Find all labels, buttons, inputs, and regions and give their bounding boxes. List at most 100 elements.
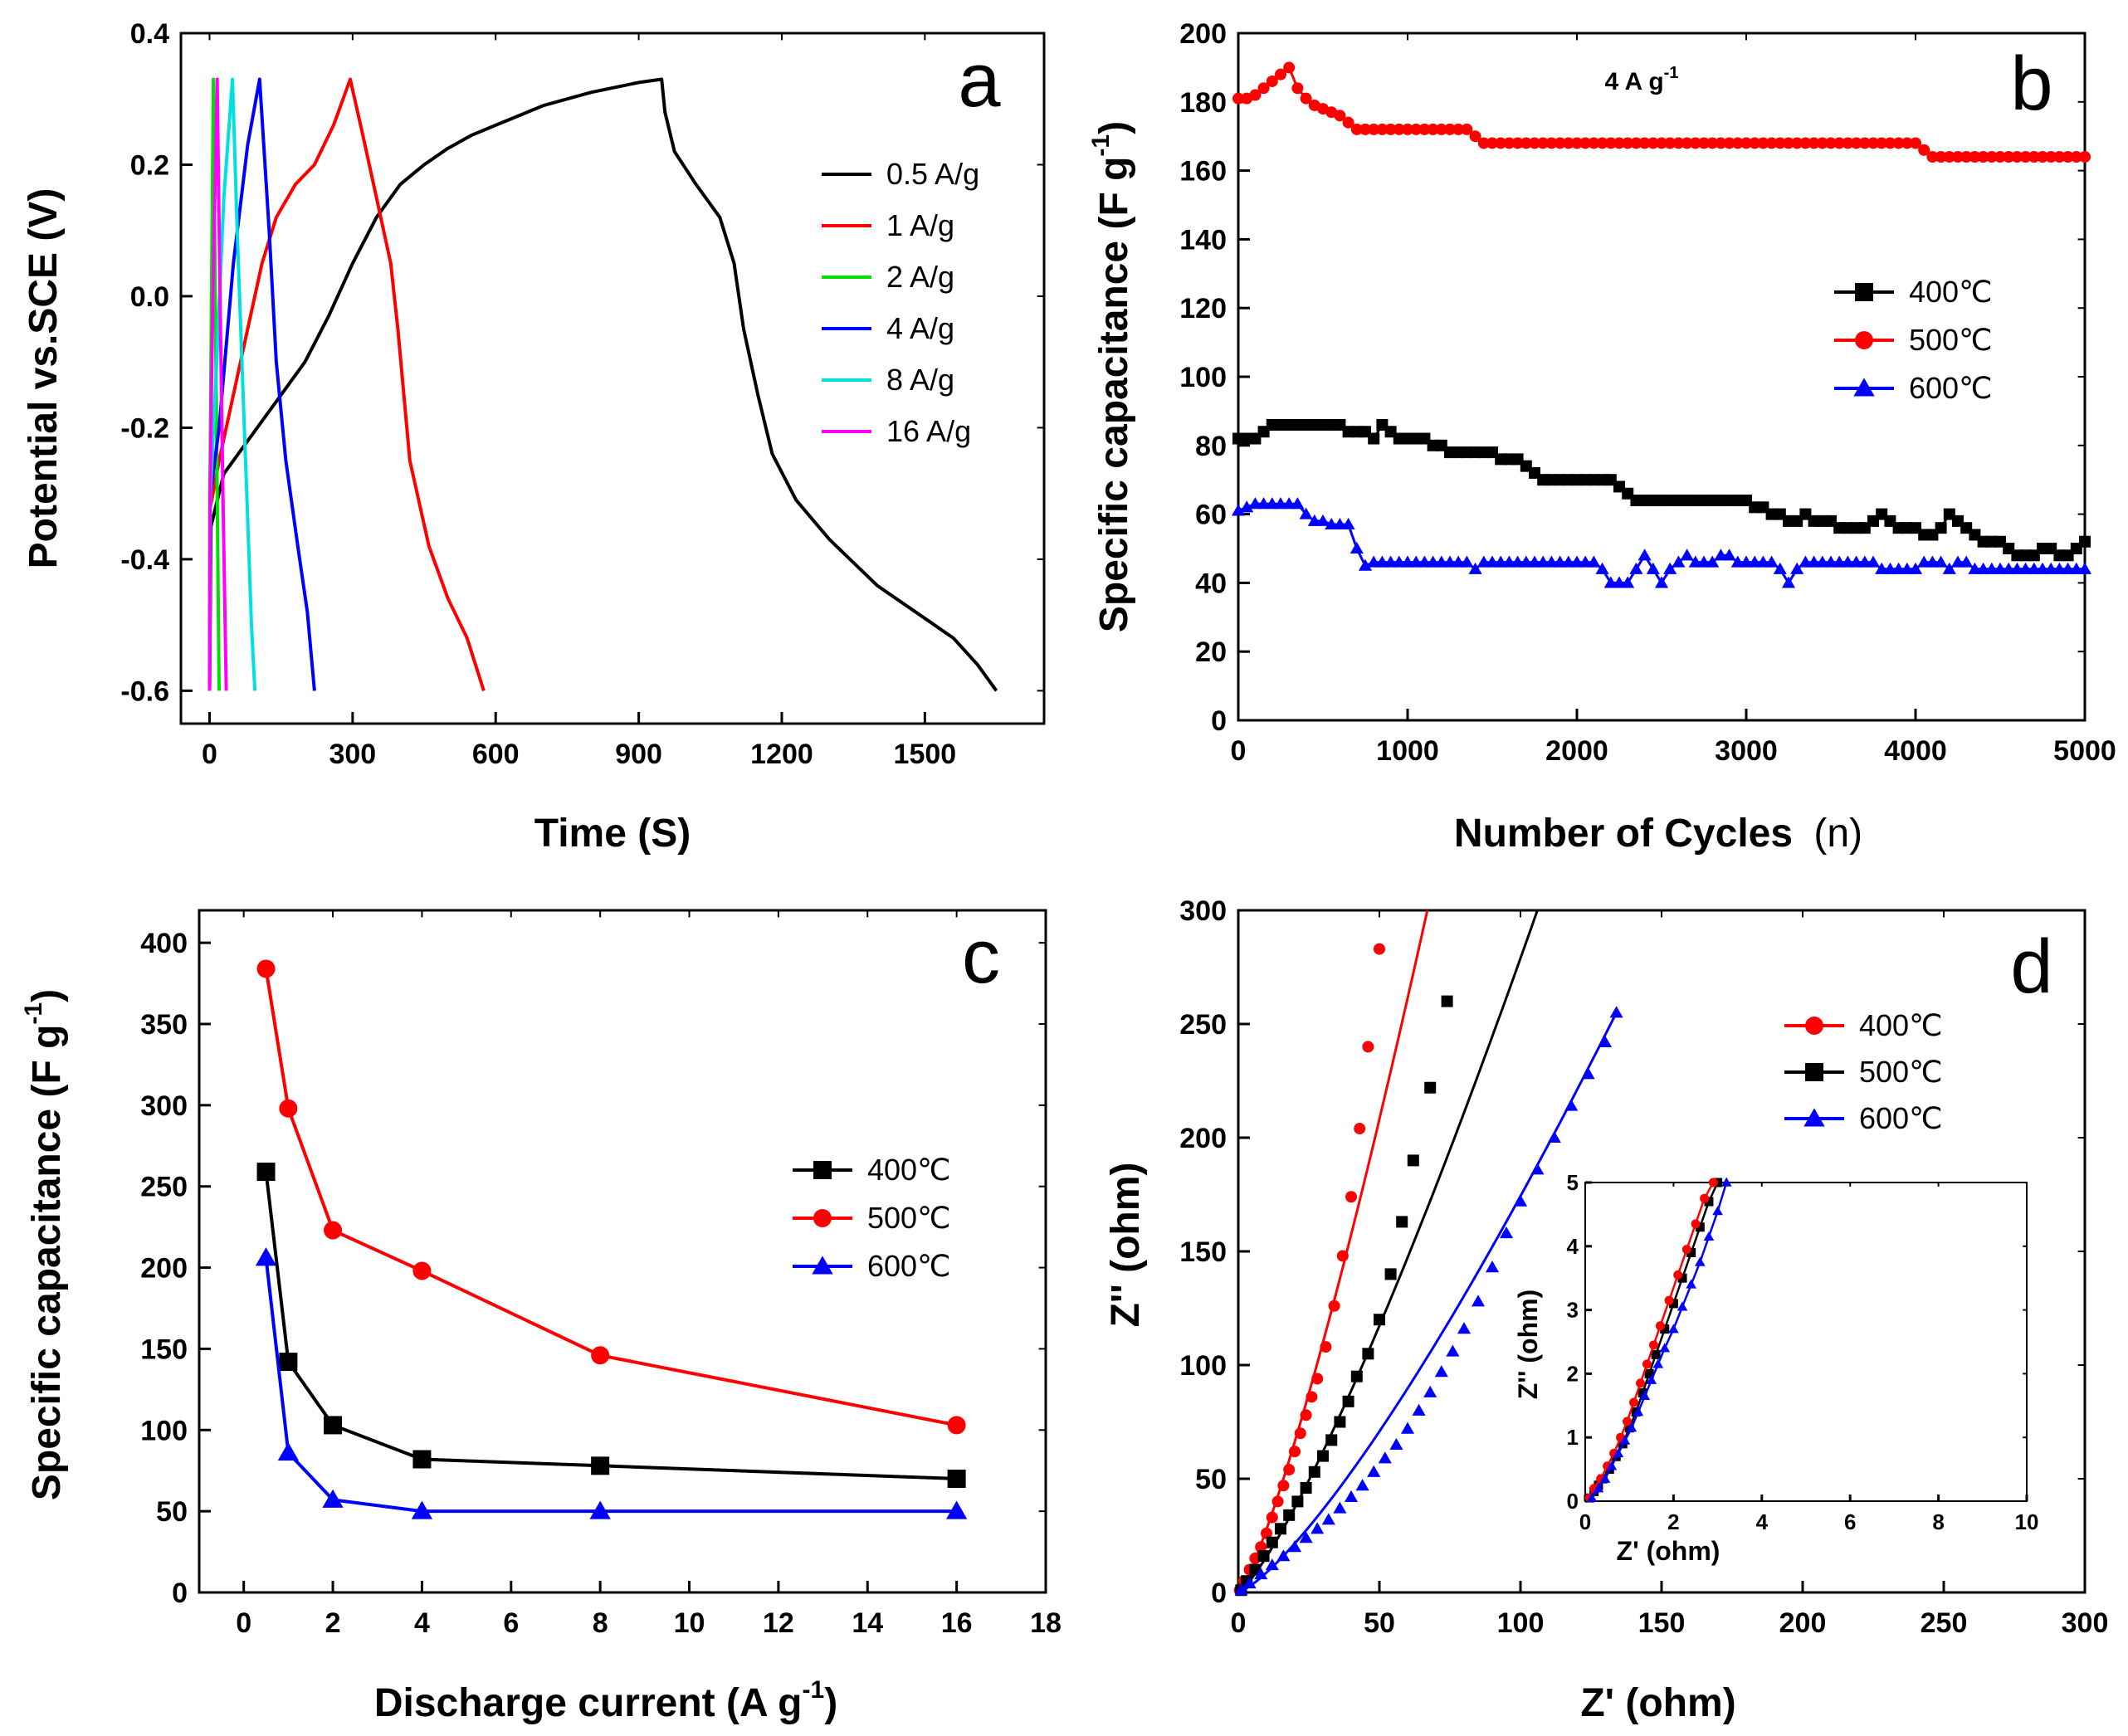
- panel-b-series-2-marker-7: [1291, 497, 1305, 510]
- panel-d-series-2-marker-6: [1299, 1531, 1313, 1543]
- panel-a-series-5: [207, 77, 228, 691]
- panel-c-ytick-label-3: 150: [140, 1334, 188, 1365]
- panel-b-series-2-marker-50: [1654, 576, 1669, 588]
- panel-b-series-2-marker-10: [1315, 514, 1330, 526]
- panel-b-series-1-marker-83: [1935, 151, 1947, 163]
- panel-a-xtick-label-5: 1500: [894, 739, 957, 770]
- panel-b-series-2-marker-0: [1231, 504, 1246, 516]
- panel-b-series-1-marker-80: [1910, 137, 1921, 149]
- panel-b-series-1-marker-7: [1291, 82, 1304, 95]
- panel-b-series-1-marker-73: [1850, 137, 1862, 149]
- panel-b-series-1-marker-27: [1461, 123, 1473, 135]
- panel-b-y-title-main: Specific capacitance (F g: [1092, 157, 1136, 633]
- inset-frame: [1584, 1182, 2028, 1502]
- panel-b-x-title-main: Number of Cycles: [1454, 812, 1793, 856]
- panel-d-ytick-label-1: 50: [1195, 1464, 1227, 1495]
- inset-series-2-marker-16: [1703, 1231, 1715, 1241]
- panel-d-legend-label-1: 500℃: [1859, 1055, 1943, 1089]
- panel-c-y-title-sup: -1: [20, 1002, 47, 1025]
- panel-d-series-0-marker-17: [1336, 1250, 1349, 1262]
- panel-b-series-1-marker-56: [1706, 137, 1719, 149]
- panel-b-series-1-marker-74: [1858, 137, 1871, 149]
- inset-x-title: Z' (ohm): [1617, 1536, 1720, 1566]
- panel-b-series-1-marker-84: [1943, 151, 1955, 163]
- panel-a-series-1: [207, 77, 486, 692]
- inset-series-0-marker-13: [1668, 1299, 1678, 1309]
- panel-b-series-2-marker-26: [1452, 555, 1466, 568]
- panel-a-legend-label-0: 0.5 A/g: [886, 157, 979, 191]
- panel-b-xtick-label-3: 3000: [1715, 735, 1778, 767]
- panel-b-series-1-marker-98: [2062, 151, 2074, 163]
- panel-b-series-1-marker-39: [1562, 137, 1574, 149]
- panel-d-series-1-marker-14: [1350, 1370, 1363, 1382]
- panel-a-series-0: [207, 77, 998, 692]
- panel-b-series-1-marker-54: [1689, 137, 1701, 149]
- inset-series-1-marker-6: [1623, 1417, 1633, 1426]
- panel-d-ytick-label-4: 200: [1179, 1123, 1227, 1154]
- panel-b-xtick-label-4: 4000: [1884, 735, 1947, 767]
- panel-c-series-1: [264, 968, 957, 1427]
- panel-c-series-0-marker-2: [324, 1416, 343, 1435]
- panel-b-series-2-marker-36: [1536, 555, 1550, 568]
- panel-b-series-1-marker-52: [1672, 137, 1685, 149]
- panel-b-series-2-marker-80: [1908, 562, 1923, 574]
- panel-b-series-2-marker-22: [1418, 555, 1432, 568]
- panel-b-series-2-marker-90: [1993, 562, 2008, 574]
- panel-b-series-2-marker-4: [1265, 497, 1279, 510]
- panel-a-series-3: [207, 77, 316, 691]
- panel-b-series-1-marker-59: [1731, 137, 1744, 149]
- panel-c-ytick-label-0: 0: [172, 1578, 188, 1609]
- panel-b-series-2-marker-45: [1612, 576, 1627, 588]
- inset-series-2-marker-8: [1639, 1390, 1651, 1401]
- panel-c-ytick-label-1: 50: [156, 1496, 188, 1528]
- panel-b-series-1-marker-92: [2011, 151, 2023, 163]
- panel-d-legend-1-marker-0: [1805, 1063, 1823, 1081]
- panel-b-annotation-main: 4 A g: [1605, 68, 1664, 95]
- panel-b-legend-label-1: 500℃: [1909, 323, 1993, 357]
- inset-ytick-label-4: 4: [1567, 1234, 1579, 1259]
- panel-c-ytick-label-6: 300: [140, 1090, 188, 1122]
- panel-a-series-4: [207, 77, 257, 691]
- panel-d-series-0-marker-10: [1289, 1446, 1301, 1458]
- panel-b-xtick-label-5: 5000: [2053, 735, 2116, 767]
- panel-b-series-2-marker-82: [1925, 555, 1940, 568]
- panel-d-xtick-label-2: 100: [1497, 1607, 1545, 1639]
- panel-b-series-2-marker-23: [1426, 555, 1440, 568]
- inset-ytick-label-3: 3: [1567, 1298, 1579, 1323]
- panel-b-series-2-marker-81: [1917, 555, 1931, 568]
- panel-b-ytick-label-8: 160: [1179, 156, 1227, 188]
- panel-b-series-1-marker-76: [1876, 137, 1888, 149]
- panel-c-series-1-marker-1: [279, 1099, 298, 1118]
- panel-b-series-1-marker-94: [2028, 151, 2040, 163]
- panel-c-series-2-marker-0: [255, 1247, 277, 1266]
- panel-d-series-2-marker-7: [1310, 1522, 1325, 1534]
- panel-b-series-2-marker-44: [1603, 576, 1618, 588]
- panel-c-series-1-marker-3: [412, 1261, 432, 1280]
- panel-d-series: [1233, 909, 1623, 1597]
- panel-d-series-1-marker-13: [1342, 1395, 1354, 1407]
- panel-b-ticks: 0 1000 2000 3000 4000 5000 0 20 40 60 80 100 120 140 1…: [1179, 18, 2116, 767]
- inset-series-1-marker-15: [1691, 1219, 1701, 1229]
- panel-b-series-2-marker-42: [1587, 555, 1601, 568]
- panel-b-series-2-marker-47: [1629, 562, 1643, 574]
- panel-d-series-2-marker-10: [1344, 1490, 1359, 1502]
- panel-b-series-1-marker-30: [1486, 137, 1498, 149]
- panel-b-letter: b: [2010, 41, 2052, 126]
- panel-b-legend: 400℃ 500℃ 600℃: [1834, 275, 1993, 405]
- panel-b-series-1-marker-42: [1588, 137, 1600, 149]
- panel-b-series-1-marker-96: [2045, 151, 2057, 163]
- panel-d-series-2-marker-18: [1434, 1365, 1448, 1378]
- panel-b-series-2-marker-54: [1688, 555, 1702, 568]
- panel-a-ytick-label-0: -0.6: [120, 675, 169, 707]
- inset-series-1-marker-12: [1664, 1295, 1674, 1305]
- panel-b-series-2-marker-72: [1841, 555, 1855, 568]
- panel-d-series-0-marker-4: [1255, 1541, 1267, 1553]
- panel-b-series-1-marker-21: [1410, 123, 1423, 135]
- inset-series-2-marker-3: [1606, 1460, 1618, 1470]
- panel-b-series-2-marker-11: [1325, 517, 1339, 530]
- panel-b-ytick-label-2: 40: [1195, 568, 1227, 599]
- panel-a-ytick-label-1: -0.4: [120, 544, 169, 576]
- panel-c-series-0-marker-3: [412, 1450, 432, 1469]
- panel-b-series-1-marker-65: [1783, 137, 1794, 149]
